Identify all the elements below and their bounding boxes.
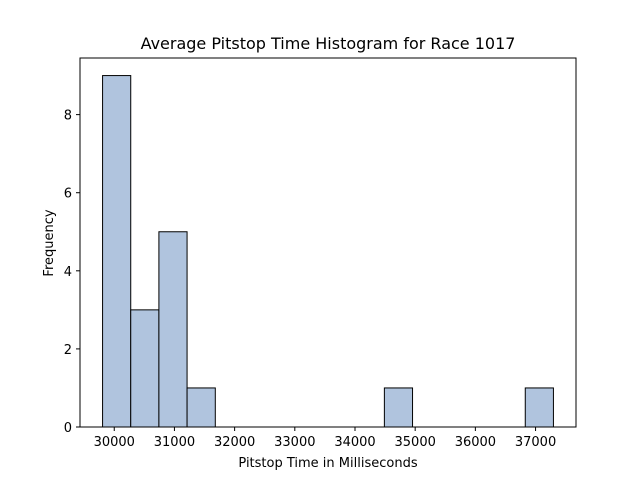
- x-tick-label-3: 33000: [274, 435, 315, 450]
- histogram-bar-0: [102, 75, 132, 428]
- y-axis-label: Frequency: [42, 209, 57, 276]
- x-tick-label-7: 37000: [515, 435, 556, 450]
- x-tick-label-0: 30000: [94, 435, 135, 450]
- y-axis-ticks: 0 2 4 6 8: [64, 109, 80, 436]
- x-tick-label-6: 36000: [455, 435, 496, 450]
- plot-frame: [79, 57, 577, 428]
- y-tick-label-0: 0: [64, 421, 72, 436]
- chart-title: Average Pitstop Time Histogram for Race …: [141, 34, 516, 53]
- histogram-bar-3: [186, 387, 216, 428]
- x-tick-label-1: 31000: [154, 435, 195, 450]
- histogram-bar-2: [158, 231, 188, 428]
- x-tick-label-2: 32000: [214, 435, 255, 450]
- y-tick-label-4: 8: [64, 109, 72, 124]
- histogram-bar-15: [524, 387, 554, 428]
- histogram-bar-1: [130, 309, 160, 428]
- x-axis-ticks: 30000 31000 32000 33000 34000 35000 36000 37000: [94, 427, 556, 450]
- x-tick-label-5: 35000: [395, 435, 436, 450]
- y-tick-label-2: 4: [64, 265, 72, 280]
- histogram-bar-10: [383, 387, 414, 428]
- bars-layer: [102, 75, 554, 428]
- y-tick-label-1: 2: [64, 343, 72, 358]
- x-axis-label: Pitstop Time in Milliseconds: [238, 456, 417, 471]
- y-tick-label-3: 6: [64, 187, 72, 202]
- x-tick-label-4: 34000: [334, 435, 375, 450]
